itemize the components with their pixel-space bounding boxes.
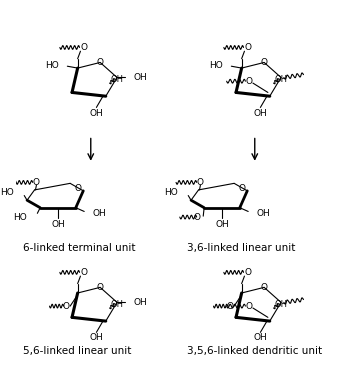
Text: HO: HO bbox=[0, 188, 14, 197]
Text: 5,6-linked linear unit: 5,6-linked linear unit bbox=[23, 346, 132, 356]
Text: HO: HO bbox=[209, 61, 223, 70]
Text: OH: OH bbox=[274, 75, 287, 84]
Text: O: O bbox=[97, 283, 104, 292]
Text: OH: OH bbox=[253, 109, 267, 118]
Text: OH: OH bbox=[90, 109, 103, 118]
Text: OH: OH bbox=[215, 220, 229, 229]
Text: O: O bbox=[197, 178, 204, 187]
Text: OH: OH bbox=[51, 220, 65, 229]
Text: 3,5,6-linked dendritic unit: 3,5,6-linked dendritic unit bbox=[187, 346, 323, 356]
Text: O: O bbox=[74, 184, 81, 193]
Text: O: O bbox=[261, 58, 267, 67]
Text: O: O bbox=[63, 302, 70, 311]
Text: O: O bbox=[246, 77, 253, 86]
Text: O: O bbox=[33, 178, 40, 187]
Text: OH: OH bbox=[111, 300, 124, 309]
Text: O: O bbox=[245, 43, 252, 52]
Text: HO: HO bbox=[13, 213, 27, 222]
Text: OH: OH bbox=[111, 75, 124, 84]
Text: O: O bbox=[261, 283, 267, 292]
Text: OH: OH bbox=[90, 334, 103, 342]
Text: O: O bbox=[227, 302, 234, 311]
Text: OH: OH bbox=[134, 298, 148, 307]
Text: OH: OH bbox=[253, 334, 267, 342]
Text: O: O bbox=[81, 268, 88, 277]
Text: 3,6-linked linear unit: 3,6-linked linear unit bbox=[187, 243, 296, 253]
Text: OH: OH bbox=[134, 73, 148, 82]
Text: O: O bbox=[246, 302, 253, 311]
Text: O: O bbox=[238, 184, 245, 193]
Text: 6-linked terminal unit: 6-linked terminal unit bbox=[23, 243, 136, 253]
Text: HO: HO bbox=[45, 61, 59, 70]
Text: O: O bbox=[97, 58, 104, 67]
Text: O: O bbox=[81, 43, 88, 52]
Text: O: O bbox=[245, 268, 252, 277]
Text: OH: OH bbox=[274, 300, 287, 309]
Text: OH: OH bbox=[257, 209, 270, 218]
Text: O: O bbox=[193, 213, 200, 222]
Text: OH: OH bbox=[93, 209, 106, 218]
Text: HO: HO bbox=[164, 188, 178, 197]
